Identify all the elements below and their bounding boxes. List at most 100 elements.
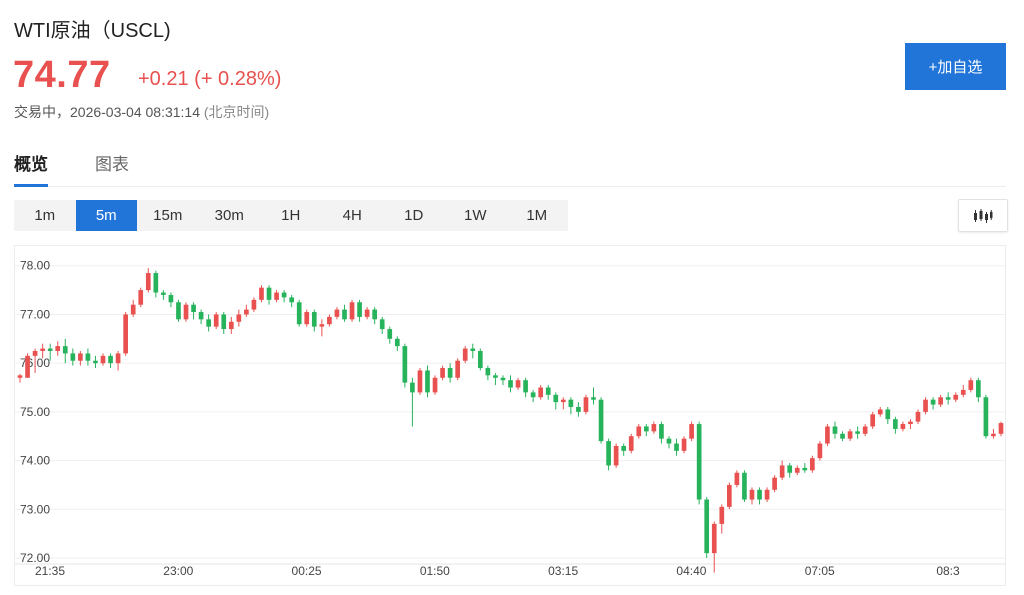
- candle-body: [840, 433, 845, 439]
- x-tick-label: 08:3: [936, 564, 960, 578]
- interval-1m[interactable]: 1m: [34, 207, 56, 224]
- interval-1h[interactable]: 1H: [281, 207, 301, 224]
- interval-5m[interactable]: 5m: [75, 200, 137, 231]
- candle-body: [953, 394, 959, 400]
- candle-body: [213, 314, 219, 327]
- candle-body: [221, 314, 227, 330]
- tab-chart[interactable]: 图表: [95, 155, 129, 174]
- candlestick-icon: [974, 208, 993, 223]
- x-tick-label: 04:40: [676, 564, 706, 578]
- candle-body: [493, 375, 498, 378]
- candle-body: [372, 309, 378, 320]
- candle-body: [425, 370, 430, 393]
- candle-body: [772, 477, 777, 490]
- x-tick-label: 01:50: [420, 564, 450, 578]
- candle-body: [477, 350, 483, 369]
- candle-body: [719, 506, 725, 524]
- candle-body: [666, 438, 672, 444]
- candle-body: [613, 445, 619, 466]
- candle-body: [704, 499, 710, 554]
- tab-bar: 概览 图表: [14, 150, 1006, 187]
- status-label: 交易中，: [14, 104, 70, 120]
- candle-body: [402, 346, 408, 383]
- candle-body: [410, 382, 415, 393]
- price-chart[interactable]: 78.00 77.00 76.00 75.00 74.00 73.00 72.00 21:35…: [14, 245, 1006, 586]
- interval-30m[interactable]: 30m: [214, 207, 244, 224]
- candle-body: [832, 426, 838, 434]
- interval-4h[interactable]: 4H: [342, 207, 362, 224]
- candle-body: [108, 355, 113, 364]
- candle-body: [681, 438, 687, 451]
- candle-body: [998, 423, 1004, 434]
- candle-body: [576, 407, 581, 412]
- candle-body: [711, 523, 717, 554]
- y-tick-label: 74.00: [20, 454, 50, 468]
- candle-body: [17, 375, 23, 378]
- candle-body: [923, 399, 928, 412]
- candle-body: [168, 294, 174, 303]
- candle-body: [900, 424, 906, 429]
- price-change: +0.21 (+ 0.28%): [138, 68, 282, 90]
- candle-body: [847, 431, 853, 439]
- candle-body: [100, 355, 106, 364]
- candle-body: [206, 319, 211, 327]
- add-to-watchlist-button[interactable]: +加自选: [905, 43, 1006, 90]
- candle-body: [93, 360, 98, 364]
- interval-1mo[interactable]: 1M: [526, 207, 548, 224]
- candle-body: [40, 348, 45, 351]
- candle-body: [251, 299, 257, 310]
- x-tick-label: 23:00: [163, 564, 193, 578]
- candle-body: [893, 419, 898, 429]
- candle-body: [862, 426, 868, 434]
- candle-body: [938, 397, 943, 405]
- candle-body: [598, 399, 604, 442]
- candle-body: [455, 360, 461, 378]
- candle-body: [591, 397, 596, 400]
- chart-type-button[interactable]: [958, 199, 1008, 232]
- candle-body: [960, 389, 966, 395]
- candle-body: [908, 421, 913, 425]
- candle-body: [583, 397, 589, 412]
- candle-body: [945, 397, 951, 400]
- candle-body: [289, 297, 295, 303]
- candle-body: [515, 380, 521, 388]
- candle-body: [530, 392, 536, 398]
- candle-body: [311, 312, 317, 327]
- candle-body: [983, 397, 989, 437]
- candle-body: [817, 443, 823, 459]
- candle-body: [757, 489, 762, 500]
- candle-body: [523, 380, 528, 393]
- candle-body: [636, 426, 642, 437]
- candle-body: [138, 290, 144, 305]
- y-tick-label: 73.00: [20, 502, 50, 516]
- candle-body: [689, 424, 694, 439]
- interval-1w[interactable]: 1W: [464, 207, 487, 224]
- candle-body: [764, 489, 770, 500]
- candle-body: [191, 304, 196, 313]
- candle-body: [379, 319, 385, 330]
- candle-body: [802, 467, 808, 471]
- interval-1d[interactable]: 1D: [404, 207, 424, 224]
- interval-15m[interactable]: 15m: [153, 207, 183, 224]
- candle-body: [726, 484, 732, 507]
- y-tick-label: 78.00: [20, 259, 50, 273]
- candle-body: [387, 329, 393, 339]
- trading-status: 交易中，2026-03-04 08:31:14 (北京时间): [14, 102, 269, 122]
- tab-overview[interactable]: 概览: [14, 150, 48, 187]
- candle-body: [885, 409, 891, 420]
- candle-body: [674, 443, 679, 451]
- candle-body: [357, 302, 362, 317]
- candle-body: [198, 312, 204, 320]
- candle-body: [538, 387, 544, 398]
- candle-body: [78, 353, 83, 361]
- candle-body: [47, 348, 53, 351]
- timezone-label: (北京时间): [203, 104, 270, 120]
- y-tick-label: 72.00: [20, 551, 50, 565]
- x-tick-label: 03:15: [548, 564, 578, 578]
- candle-body: [123, 314, 128, 354]
- candle-body: [266, 287, 272, 300]
- candle-body: [70, 353, 76, 361]
- candle-body: [55, 346, 61, 351]
- candle-body: [810, 458, 815, 471]
- candlestick-chart: 78.0077.0076.0075.0074.0073.0072.0021:35…: [15, 259, 1005, 578]
